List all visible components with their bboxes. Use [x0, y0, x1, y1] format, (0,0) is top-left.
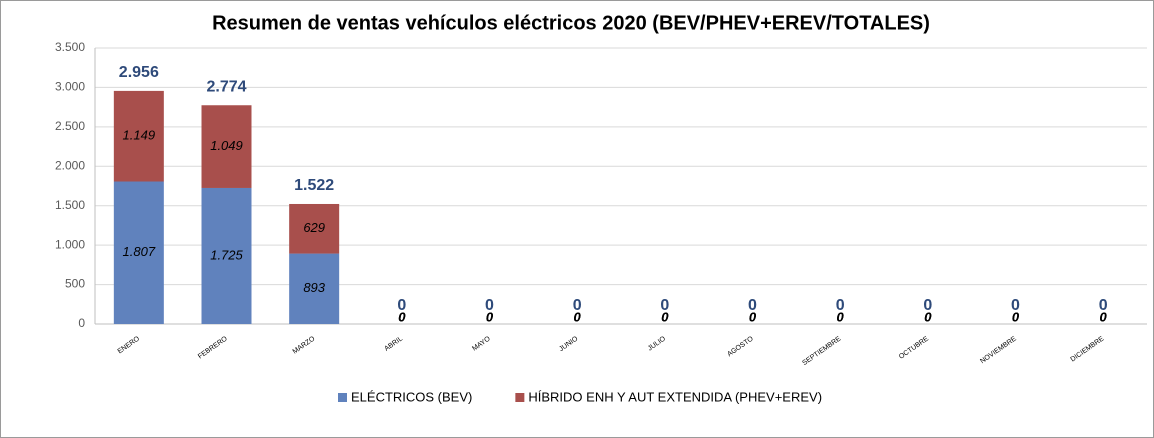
y-tick-label: 2.500 — [55, 119, 85, 133]
bar-segment — [289, 203, 340, 254]
segment-label: 0 — [574, 309, 582, 324]
segment-label: 1.725 — [210, 247, 243, 262]
segment-label: 0 — [661, 309, 669, 324]
total-label: 2.774 — [206, 78, 246, 95]
bar-segment — [113, 181, 164, 324]
segment-label: 0 — [661, 309, 669, 324]
segment-label: 1.149 — [123, 128, 156, 143]
segment-label: 0 — [749, 309, 757, 324]
legend-label: HÍBRIDO ENH Y AUT EXTENDIDA (PHEV+EREV) — [528, 389, 822, 404]
bar-segment — [113, 90, 164, 182]
y-tick-label: 2.000 — [55, 158, 85, 172]
segment-label: 0 — [924, 309, 932, 324]
segment-label: 0 — [1012, 309, 1020, 324]
y-tick-label: 0 — [78, 316, 85, 330]
bar-segment — [289, 253, 340, 324]
segment-label: 0 — [398, 309, 406, 324]
segment-label: 0 — [486, 309, 494, 324]
segment-label: 1.049 — [210, 138, 243, 153]
segment-label: 629 — [303, 220, 325, 235]
bar-segment — [201, 105, 252, 188]
y-tick-label: 3.000 — [55, 80, 85, 94]
total-label: 0 — [573, 297, 582, 314]
y-tick-label: 3.500 — [55, 40, 85, 54]
segment-label: 893 — [303, 280, 325, 295]
chart-title: Resumen de ventas vehículos eléctricos 2… — [212, 12, 930, 34]
segment-label: 0 — [574, 309, 582, 324]
segment-label: 0 — [749, 309, 757, 324]
segment-label: 0 — [837, 309, 845, 324]
y-tick-label: 500 — [65, 277, 85, 291]
bar-segment — [201, 187, 252, 324]
total-label: 0 — [397, 297, 406, 314]
legend-swatch — [515, 393, 525, 402]
total-label: 0 — [1099, 297, 1108, 314]
segment-label: 1.807 — [123, 244, 156, 259]
total-label: 0 — [660, 297, 669, 314]
total-label: 0 — [748, 297, 757, 314]
segment-label: 0 — [1012, 309, 1020, 324]
segment-label: 0 — [398, 309, 406, 324]
y-tick-label: 1.500 — [55, 198, 85, 212]
total-label: 0 — [923, 297, 932, 314]
segment-label: 0 — [1100, 309, 1108, 324]
y-tick-label: 1.000 — [55, 237, 85, 251]
segment-label: 0 — [1100, 309, 1108, 324]
total-label: 2.956 — [119, 64, 159, 81]
total-label: 0 — [836, 297, 845, 314]
legend-label: ELÉCTRICOS (BEV) — [351, 389, 472, 404]
segment-label: 0 — [486, 309, 494, 324]
total-label: 0 — [485, 297, 494, 314]
total-label: 1.522 — [294, 177, 334, 194]
segment-label: 0 — [837, 309, 845, 324]
segment-label: 0 — [924, 309, 932, 324]
legend-swatch — [338, 393, 347, 402]
total-label: 0 — [1011, 297, 1020, 314]
